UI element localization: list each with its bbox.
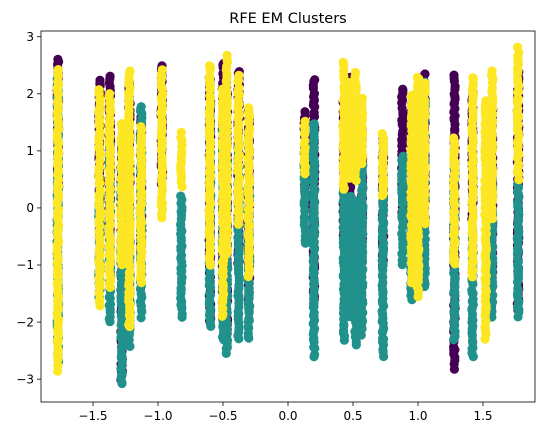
scatter-point-cluster-2	[487, 203, 497, 213]
x-tick-label: 1.0	[408, 409, 427, 423]
scatter-point-cluster-0	[310, 75, 320, 85]
y-tick-label: 1	[26, 144, 34, 158]
scatter-point-cluster-2	[300, 136, 310, 146]
scatter-point-cluster-2	[350, 67, 360, 78]
scatter-point-cluster-1	[176, 191, 186, 201]
scatter-point-cluster-0	[449, 70, 459, 80]
scatter-point-cluster-2	[513, 42, 523, 52]
scatter-point-cluster-2	[338, 57, 348, 67]
chart-title: RFE EM Clusters	[229, 11, 347, 27]
y-tick-label: 2	[26, 87, 34, 101]
scatter-point-cluster-2	[449, 133, 459, 143]
scatter-point-cluster-2	[176, 127, 186, 137]
y-tick-label: −2	[16, 315, 34, 329]
scatter-point-cluster-2	[105, 89, 115, 99]
x-tick-label: −0.5	[208, 409, 237, 423]
scatter-point-cluster-2	[357, 93, 367, 103]
scatter-point-cluster-2	[244, 103, 254, 113]
scatter-point-cluster-0	[105, 71, 115, 81]
y-axis: −3 −2 −1 0 1 2 3	[16, 30, 41, 386]
scatter-point-cluster-0	[420, 69, 430, 79]
x-tick-label: 1.5	[473, 409, 492, 423]
scatter-point-cluster-2	[234, 70, 244, 80]
scatter-point-cluster-2	[412, 72, 422, 82]
y-tick-label: −1	[16, 258, 34, 272]
x-axis: −1.5 −1.0 −0.5 0.0 0.5 1.0 1.5	[78, 402, 493, 423]
x-tick-label: 0.5	[343, 409, 362, 423]
scatter-point-cluster-2	[300, 116, 310, 126]
scatter-point-cluster-1	[513, 283, 523, 294]
scatter-point-cluster-0	[398, 84, 408, 94]
y-tick-label: 0	[26, 201, 34, 215]
scatter-point-cluster-0	[300, 107, 310, 117]
scatter-point-cluster-0	[95, 75, 105, 85]
scatter-point-cluster-2	[420, 78, 430, 88]
scatter-point-cluster-1	[309, 119, 319, 129]
scatter-point-cluster-2	[125, 66, 135, 76]
y-tick-label: −3	[16, 372, 34, 386]
x-tick-label: 0.0	[278, 409, 297, 423]
scatter-point-cluster-2	[157, 65, 167, 75]
scatter-point-cluster-2	[487, 66, 497, 76]
scatter-point-cluster-2	[136, 122, 146, 132]
scatter-point-cluster-2	[377, 129, 387, 139]
scatter-point-cluster-2	[204, 61, 215, 71]
scatter-point-cluster-2	[53, 65, 63, 75]
scatter-point-cluster-2	[94, 85, 104, 95]
scatter-points	[52, 42, 524, 389]
scatter-point-cluster-2	[222, 50, 232, 61]
x-tick-label: −1.0	[143, 409, 172, 423]
scatter-point-cluster-1	[136, 102, 146, 112]
x-tick-label: −1.5	[78, 409, 107, 423]
y-tick-label: 3	[26, 30, 34, 44]
scatter-point-cluster-1	[398, 151, 408, 161]
scatter-point-cluster-0	[53, 54, 63, 64]
scatter-point-cluster-1	[398, 206, 408, 216]
scatter-point-cluster-2	[468, 73, 478, 83]
